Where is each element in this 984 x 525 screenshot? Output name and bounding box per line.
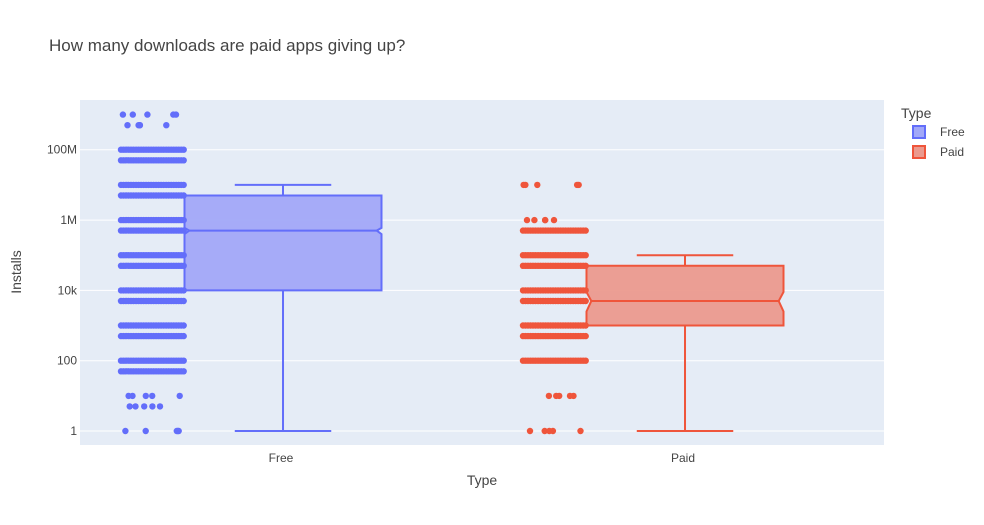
y-tick-label: 100M <box>47 143 77 157</box>
data-point <box>136 122 143 129</box>
data-point <box>180 357 187 364</box>
box-body <box>585 264 785 327</box>
data-point <box>156 403 164 410</box>
data-point <box>129 111 136 118</box>
data-point <box>556 392 563 400</box>
data-point <box>126 403 133 410</box>
y-tick-label: 100 <box>57 354 77 368</box>
legend-swatch <box>912 125 926 139</box>
data-point <box>582 227 589 234</box>
data-point <box>142 392 149 400</box>
data-point <box>170 111 177 118</box>
data-point <box>180 157 187 164</box>
y-tick-label: 1 <box>70 424 77 438</box>
data-point <box>174 427 181 435</box>
data-point <box>582 252 589 259</box>
data-point <box>180 262 187 269</box>
x-axis-title: Type <box>467 472 498 488</box>
series-layer <box>117 111 785 435</box>
data-point <box>526 427 534 435</box>
box-body <box>183 194 383 292</box>
data-point <box>149 403 156 410</box>
data-point <box>577 427 584 435</box>
legend-item-free: Free <box>912 125 965 139</box>
data-point <box>575 181 582 189</box>
legend-label: Free <box>940 125 965 139</box>
data-point <box>545 392 553 400</box>
x-tick-label: Paid <box>671 451 695 465</box>
x-tick-label: Free <box>269 451 294 465</box>
data-point <box>141 403 148 410</box>
data-point <box>542 216 549 224</box>
data-point <box>180 252 187 259</box>
data-point <box>180 287 187 294</box>
data-point <box>534 181 541 189</box>
data-point <box>582 332 589 340</box>
data-point <box>176 392 183 400</box>
series-paid <box>519 181 785 435</box>
y-tick-label: 1M <box>60 213 77 227</box>
data-point <box>163 122 170 129</box>
y-axis-title: Installs <box>8 250 24 294</box>
data-point <box>180 368 187 375</box>
data-point <box>520 181 527 189</box>
data-point <box>180 192 187 199</box>
data-point <box>129 392 136 400</box>
data-point <box>180 227 187 234</box>
x-axis-ticks: Free Paid <box>269 451 695 465</box>
data-point <box>541 427 548 435</box>
y-tick-label: 10k <box>58 283 78 297</box>
y-axis-ticks: 1 100 10k 1M 100M <box>47 143 78 438</box>
data-point <box>523 216 531 224</box>
data-point <box>582 297 589 305</box>
data-point <box>132 403 139 410</box>
data-point <box>566 392 574 400</box>
legend-swatch <box>912 145 926 159</box>
data-point <box>119 111 127 118</box>
data-point <box>142 427 149 435</box>
legend-item-paid: Paid <box>912 145 964 159</box>
data-point <box>149 392 156 400</box>
legend-label: Paid <box>940 145 964 159</box>
legend-title: Type <box>901 105 932 121</box>
data-point <box>180 322 187 329</box>
data-point <box>122 427 129 435</box>
data-point <box>531 216 538 224</box>
data-point <box>144 111 151 118</box>
data-point <box>582 322 589 329</box>
data-point <box>180 332 187 340</box>
series-free <box>117 111 383 435</box>
data-point <box>180 146 187 153</box>
legend: Type Free Paid <box>901 105 965 159</box>
data-point <box>582 262 589 269</box>
data-point <box>582 357 589 364</box>
data-point <box>550 216 558 224</box>
data-point <box>549 427 557 435</box>
chart-title: How many downloads are paid apps giving … <box>49 36 405 55</box>
data-point <box>180 297 187 305</box>
data-point <box>180 216 187 224</box>
data-point <box>180 181 187 189</box>
data-point <box>124 122 131 129</box>
data-point <box>582 287 589 294</box>
